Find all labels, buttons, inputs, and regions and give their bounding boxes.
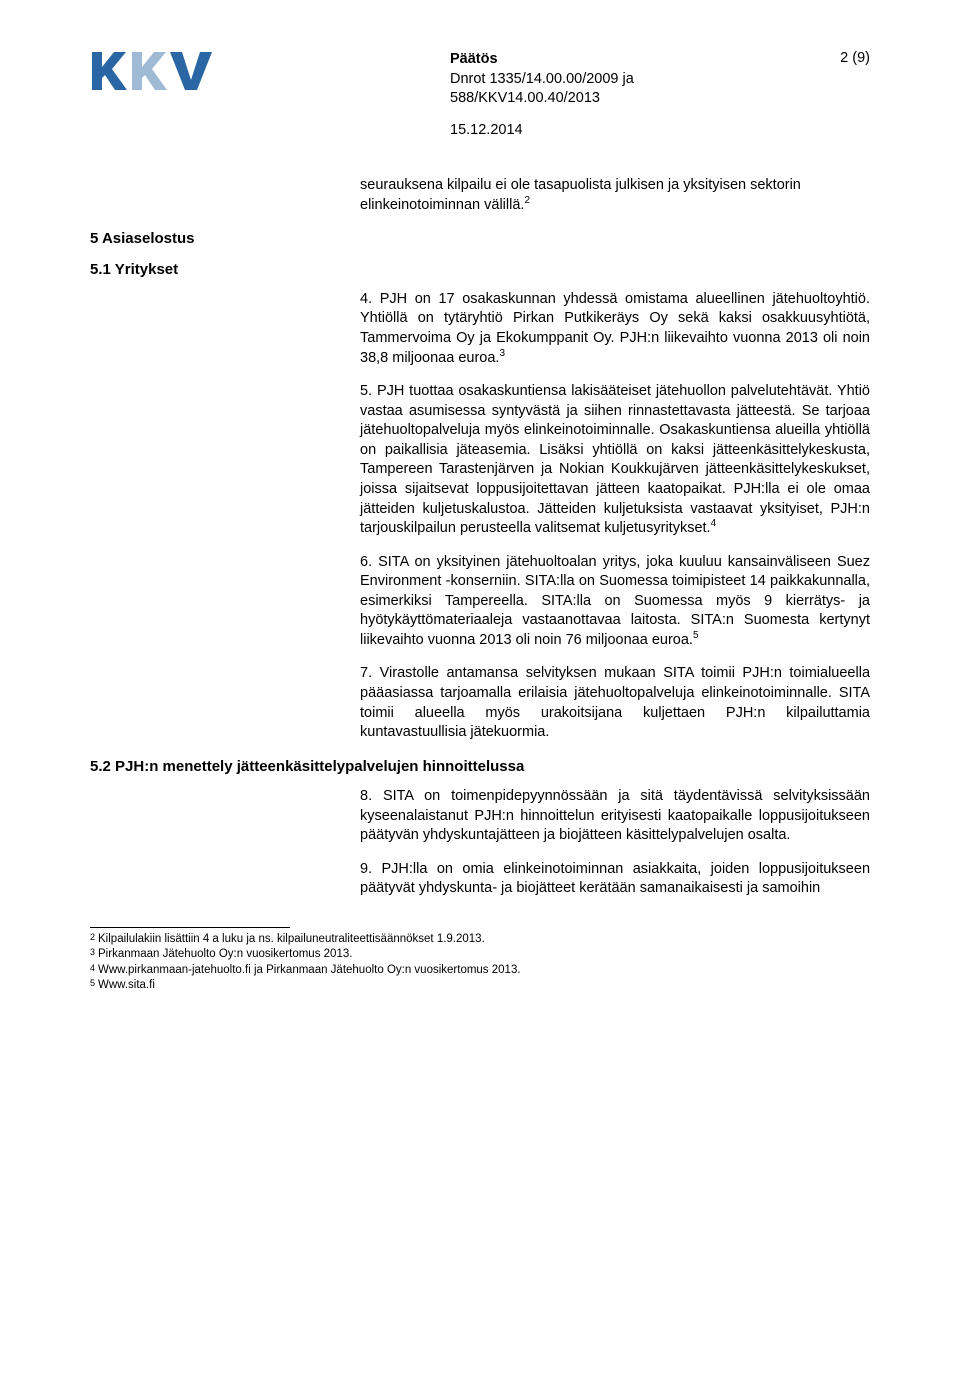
footnote-2: 2 Kilpailulakiin lisättiin 4 a luku ja n… [90, 932, 870, 948]
header-dnrot-line2: 588/KKV14.00.40/2013 [450, 89, 870, 109]
paragraph-8: 8. SITA on toimenpidepyynnössään ja sitä… [90, 787, 870, 846]
para-num: 9. [360, 861, 372, 877]
header-row: Päätös Dnrot 1335/14.00.00/2009 ja 588/K… [90, 50, 870, 109]
page-number: 2 (9) [840, 50, 870, 66]
para-num: 4. [360, 291, 372, 307]
intro-paragraph: seurauksena kilpailu ei ole tasapuolista… [90, 176, 870, 215]
footnote-text: Www.pirkanmaan-jatehuolto.fi ja Pirkanma… [98, 963, 521, 979]
paragraph-7: 7. Virastolle antamansa selvityksen muka… [90, 664, 870, 742]
paragraph-9: 9. PJH:lla on omia elinkeinotoiminnan as… [90, 860, 870, 899]
document-page: Päätös Dnrot 1335/14.00.00/2009 ja 588/K… [0, 0, 960, 1044]
kkv-logo [90, 50, 225, 97]
header-date: 15.12.2014 [90, 121, 870, 141]
footnote-3: 3 Pirkanmaan Jätehuolto Oy:n vuosikertom… [90, 947, 870, 963]
footnote-num: 5 [90, 977, 95, 993]
footnote-5: 5 Www.sita.fi [90, 978, 870, 994]
footnote-num: 4 [90, 962, 95, 978]
section-5-heading: 5 Asiaselostus [90, 229, 870, 249]
doc-title: Päätös [450, 51, 498, 67]
paragraph-5: 5. PJH tuottaa osakaskuntiensa lakisääte… [90, 382, 870, 539]
para-text: PJH on 17 osakaskunnan yhdessä omistama … [360, 291, 870, 366]
section-5-2-heading: 5.2 PJH:n menettely jätteenkäsittelypalv… [90, 757, 870, 777]
footnote-text: Www.sita.fi [98, 978, 155, 994]
footnote-list: 2 Kilpailulakiin lisättiin 4 a luku ja n… [90, 932, 870, 994]
header-dnrot-line1: Dnrot 1335/14.00.00/2009 ja [450, 70, 870, 90]
section-5-1-heading: 5.1 Yritykset [90, 260, 870, 280]
header-text: Päätös Dnrot 1335/14.00.00/2009 ja 588/K… [225, 50, 870, 109]
footnote-separator [90, 927, 290, 928]
intro-text: seurauksena kilpailu ei ole tasapuolista… [360, 177, 801, 213]
footnote-4: 4 Www.pirkanmaan-jatehuolto.fi ja Pirkan… [90, 963, 870, 979]
para-num: 6. [360, 554, 372, 570]
para-text: PJH tuottaa osakaskuntiensa lakisääteise… [360, 383, 870, 536]
para-text: SITA on yksityinen jätehuoltoalan yritys… [360, 554, 870, 648]
para-text: SITA on toimenpidepyynnössään ja sitä tä… [360, 788, 870, 843]
paragraph-6: 6. SITA on yksityinen jätehuoltoalan yri… [90, 553, 870, 651]
footnote-num: 3 [90, 946, 95, 962]
para-text: PJH:lla on omia elinkeinotoiminnan asiak… [360, 861, 870, 897]
para-num: 5. [360, 383, 372, 399]
footnote-text: Pirkanmaan Jätehuolto Oy:n vuosikertomus… [98, 947, 352, 963]
paragraph-4: 4. PJH on 17 osakaskunnan yhdessä omista… [90, 290, 870, 368]
para-num: 7. [360, 665, 372, 681]
para-text: Virastolle antamansa selvityksen mukaan … [360, 665, 870, 740]
para-num: 8. [360, 788, 372, 804]
footnote-num: 2 [90, 931, 95, 947]
footnote-text: Kilpailulakiin lisättiin 4 a luku ja ns.… [98, 932, 485, 948]
